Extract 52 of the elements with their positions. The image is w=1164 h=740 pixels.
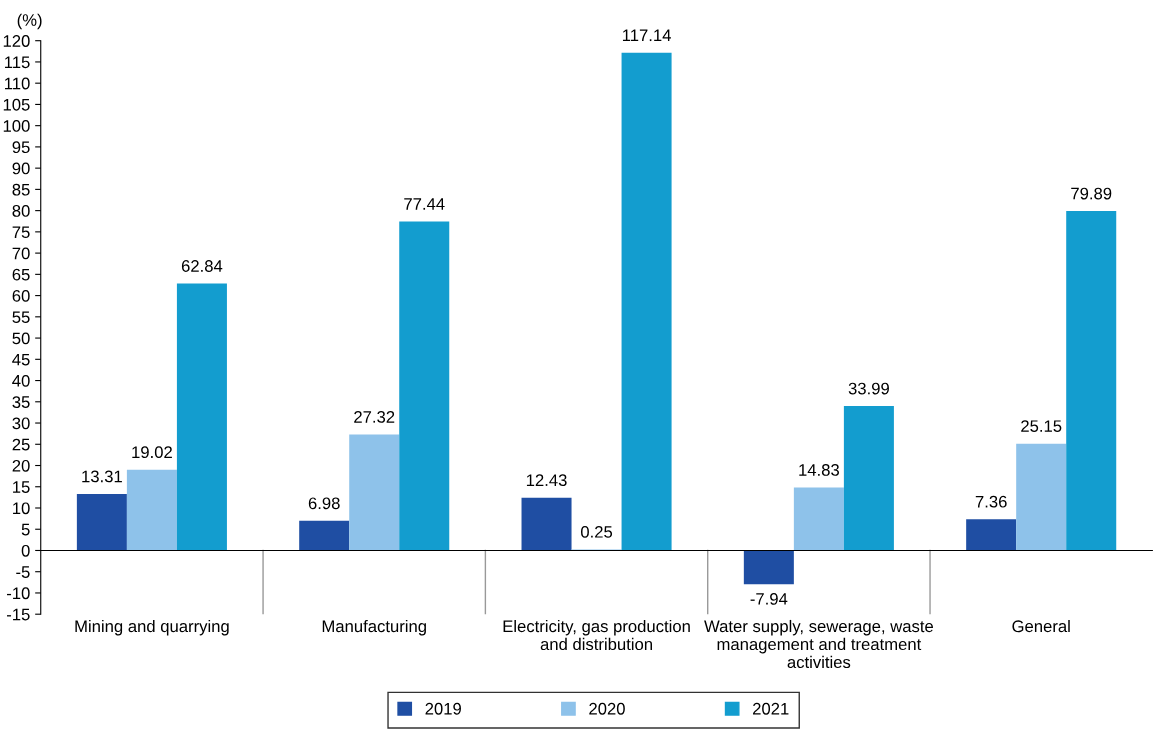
data-label: 14.83 xyxy=(799,464,839,476)
y-tick-label: 70 xyxy=(12,247,30,260)
y-tick-label: 30 xyxy=(12,417,30,430)
y-tick-label: -15 xyxy=(6,608,30,621)
data-label: 27.32 xyxy=(354,410,395,423)
legend-label: 2021 xyxy=(753,702,789,715)
data-label: -7.94 xyxy=(750,592,788,605)
data-label: 117.14 xyxy=(622,29,671,42)
data-label: 0.25 xyxy=(580,525,613,538)
y-tick-label: 5 xyxy=(21,523,30,536)
y-axis-title: (%) xyxy=(17,13,42,30)
data-label: 77.44 xyxy=(404,198,445,210)
y-tick-label: 95 xyxy=(12,141,30,154)
y-tick-label: 85 xyxy=(12,183,30,196)
data-label: 79.89 xyxy=(1071,187,1112,200)
x-tick-label: Manufacturing xyxy=(322,619,426,636)
y-tick-label: 100 xyxy=(3,120,30,132)
y-tick-label: 45 xyxy=(12,353,30,366)
y-tick-label: 105 xyxy=(3,98,30,111)
legend-label: 2019 xyxy=(425,702,461,715)
x-tick-label: Mining and quarrying xyxy=(75,619,229,636)
y-tick-label: 50 xyxy=(12,332,30,345)
y-tick-label: 10 xyxy=(13,502,30,515)
legend-label: 2020 xyxy=(589,702,625,715)
y-tick-label: 20 xyxy=(12,459,30,472)
y-tick-label: 120 xyxy=(3,35,30,47)
data-label: 33.99 xyxy=(848,382,889,395)
y-tick-label: -5 xyxy=(16,566,30,578)
y-tick-label: 90 xyxy=(12,162,30,175)
y-tick-label: 80 xyxy=(12,205,30,217)
data-label: 12.43 xyxy=(526,474,567,487)
y-tick-label: 115 xyxy=(5,56,30,69)
data-label: 13.31 xyxy=(82,470,122,483)
data-label: 25.15 xyxy=(1021,420,1062,433)
y-tick-label: 65 xyxy=(12,268,30,281)
y-tick-label: 60 xyxy=(12,289,30,302)
y-tick-label: 15 xyxy=(13,481,30,493)
x-tick-label: Electricity, gas production and distribution xyxy=(503,619,690,651)
x-tick-label: General xyxy=(1012,619,1070,633)
data-label: 62.84 xyxy=(181,260,223,272)
x-tick-label: Water supply, sewerage, waste management and treatment activities xyxy=(704,619,933,669)
data-label: 19.02 xyxy=(132,446,172,459)
y-tick-label: 25 xyxy=(12,438,30,451)
y-tick-label: 55 xyxy=(12,311,30,324)
y-tick-label: 35 xyxy=(12,396,30,408)
y-tick-label: -10 xyxy=(6,587,30,600)
y-tick-label: 110 xyxy=(5,77,30,90)
data-label: 7.36 xyxy=(975,495,1007,508)
y-tick-label: 40 xyxy=(12,374,30,387)
data-label: 6.98 xyxy=(308,497,340,510)
y-tick-label: 75 xyxy=(12,226,30,239)
y-tick-label: 0 xyxy=(21,544,30,557)
